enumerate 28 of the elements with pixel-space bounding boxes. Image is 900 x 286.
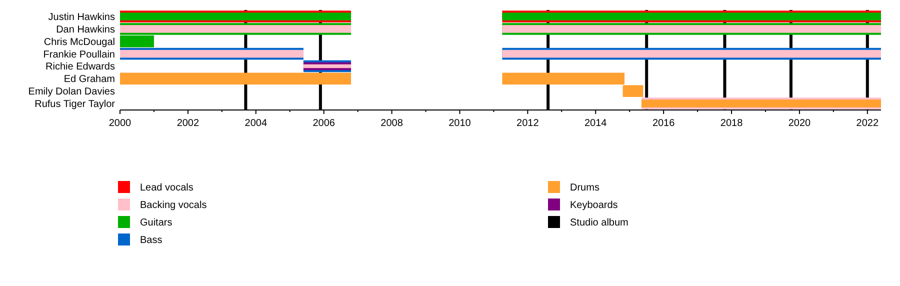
legend-label: Lead vocals: [140, 182, 194, 194]
x-tick-label: 2016: [652, 118, 676, 129]
x-tick-label: 2006: [312, 118, 336, 129]
y-tick-label: Dan Hawkins: [56, 24, 115, 36]
y-tick-label: Ed Graham: [64, 74, 115, 86]
x-tick-label: 2000: [108, 118, 132, 129]
x-tick-label: 2014: [584, 118, 608, 129]
x-tick-label: 2018: [720, 118, 744, 129]
legend-label: Drums: [570, 182, 600, 194]
legend-label: Studio album: [570, 218, 628, 228]
y-tick-label: Frankie Poullain: [43, 49, 115, 60]
x-tick-label: 2004: [244, 118, 268, 129]
legend-label: Bass: [140, 235, 162, 246]
legend-label: Guitars: [140, 218, 172, 228]
x-tick-label: 2002: [176, 118, 200, 129]
x-tick-label: 2020: [788, 118, 812, 129]
x-tick-label: 2012: [516, 118, 540, 129]
y-tick-label: Richie Edwards: [46, 62, 115, 73]
y-tick-label: Emily Dolan Davies: [28, 86, 115, 98]
bar: [120, 72, 352, 85]
x-tick-label: 2008: [380, 118, 404, 129]
y-tick-label: Rufus Tiger Taylor: [34, 98, 116, 110]
x-tick-label: 2010: [448, 118, 472, 129]
x-tick-label: 2022: [856, 118, 879, 129]
legend-label: Keyboards: [570, 200, 618, 211]
y-tick-label: Justin Hawkins: [48, 12, 115, 24]
y-tick-label: Chris McDougal: [44, 36, 115, 48]
legend-label: Backing vocals: [140, 200, 207, 211]
